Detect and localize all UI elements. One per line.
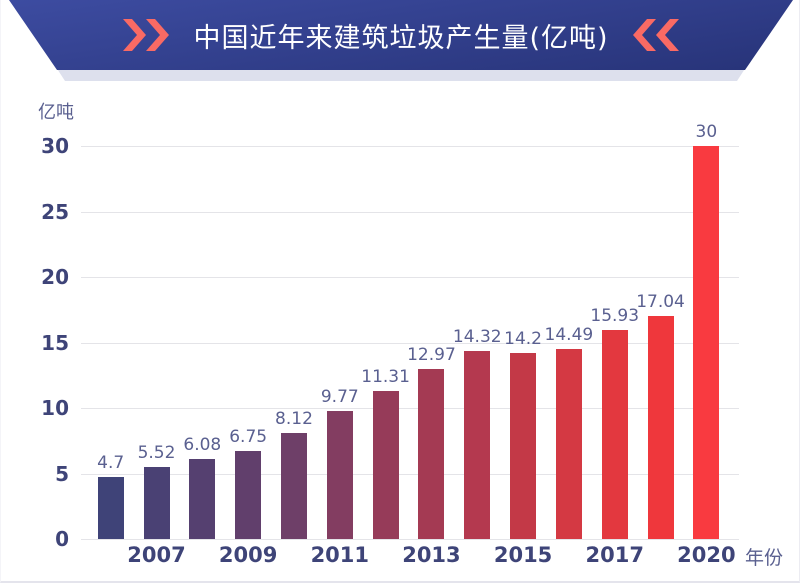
- bar-2012: [372, 390, 399, 539]
- bar-2018: [647, 315, 674, 539]
- y-tick-label-30: 30: [41, 134, 69, 158]
- y-tick-label-0: 0: [55, 527, 69, 551]
- gridline-0: [81, 539, 739, 540]
- x-tick-label-2020: 2020: [677, 543, 736, 567]
- bar-value-label-2008: 6.08: [183, 435, 222, 456]
- double-right-chevrons-icon: [123, 19, 170, 51]
- gridline-30: [81, 146, 739, 147]
- bar-value-label-2012: 11.31: [361, 366, 410, 387]
- bar-2006: [97, 477, 124, 539]
- gridline-25: [81, 211, 739, 213]
- bar-2017: [601, 330, 628, 539]
- y-tick-label-20: 20: [41, 265, 69, 289]
- bar-value-label-2011: 9.77: [320, 387, 359, 407]
- x-tick-label-2011: 2011: [310, 543, 370, 567]
- y-axis-unit-label: 亿吨: [38, 102, 74, 123]
- bar-value-label-2020: 30: [695, 122, 718, 142]
- page-title: 中国近年来建筑垃圾产生量(亿吨): [193, 22, 609, 54]
- bar-2008: [189, 459, 216, 539]
- gridline-10: [81, 408, 739, 409]
- x-axis-unit-label: 年份: [745, 547, 784, 569]
- x-tick-label-2009: 2009: [218, 543, 278, 567]
- bar-value-label-2009: 6.75: [229, 426, 268, 447]
- bar-2014: [464, 351, 491, 539]
- bar-value-label-2014: 14.32: [452, 327, 502, 348]
- double-left-chevrons-icon: [632, 19, 679, 51]
- x-tick-label-2017: 2017: [585, 543, 644, 567]
- bar-2016: [555, 349, 582, 539]
- y-tick-label-5: 5: [55, 461, 69, 486]
- bar-2009: [235, 450, 262, 539]
- bar-value-label-2017: 15.93: [590, 306, 640, 327]
- gridline-15: [81, 342, 739, 344]
- x-tick-label-2007: 2007: [127, 543, 186, 567]
- bar-value-label-2016: 14.49: [544, 325, 594, 346]
- gridline-5: [81, 473, 739, 475]
- gridline-20: [81, 277, 739, 278]
- x-tick-label-2015: 2015: [493, 543, 553, 567]
- bar-2013: [418, 369, 445, 539]
- bar-value-label-2018: 17.04: [636, 291, 685, 312]
- bar-2011: [326, 411, 353, 539]
- bar-2015: [510, 352, 537, 539]
- bar-2010: [280, 432, 307, 539]
- header-banner: 中国近年来建筑垃圾产生量(亿吨): [9, 0, 793, 70]
- bar-value-label-2010: 8.12: [275, 408, 313, 429]
- bar-value-label-2006: 4.7: [97, 453, 125, 474]
- y-tick-label-15: 15: [41, 330, 69, 355]
- x-tick-label-2013: 2013: [402, 543, 461, 567]
- bar-value-label-2015: 14.2: [504, 328, 542, 349]
- bar-2020: [693, 146, 720, 539]
- bar-value-label-2007: 5.52: [137, 442, 176, 463]
- y-tick-label-10: 10: [41, 396, 69, 420]
- bar-2007: [143, 466, 170, 539]
- bar-value-label-2013: 12.97: [407, 345, 456, 366]
- y-tick-label-25: 25: [41, 199, 69, 224]
